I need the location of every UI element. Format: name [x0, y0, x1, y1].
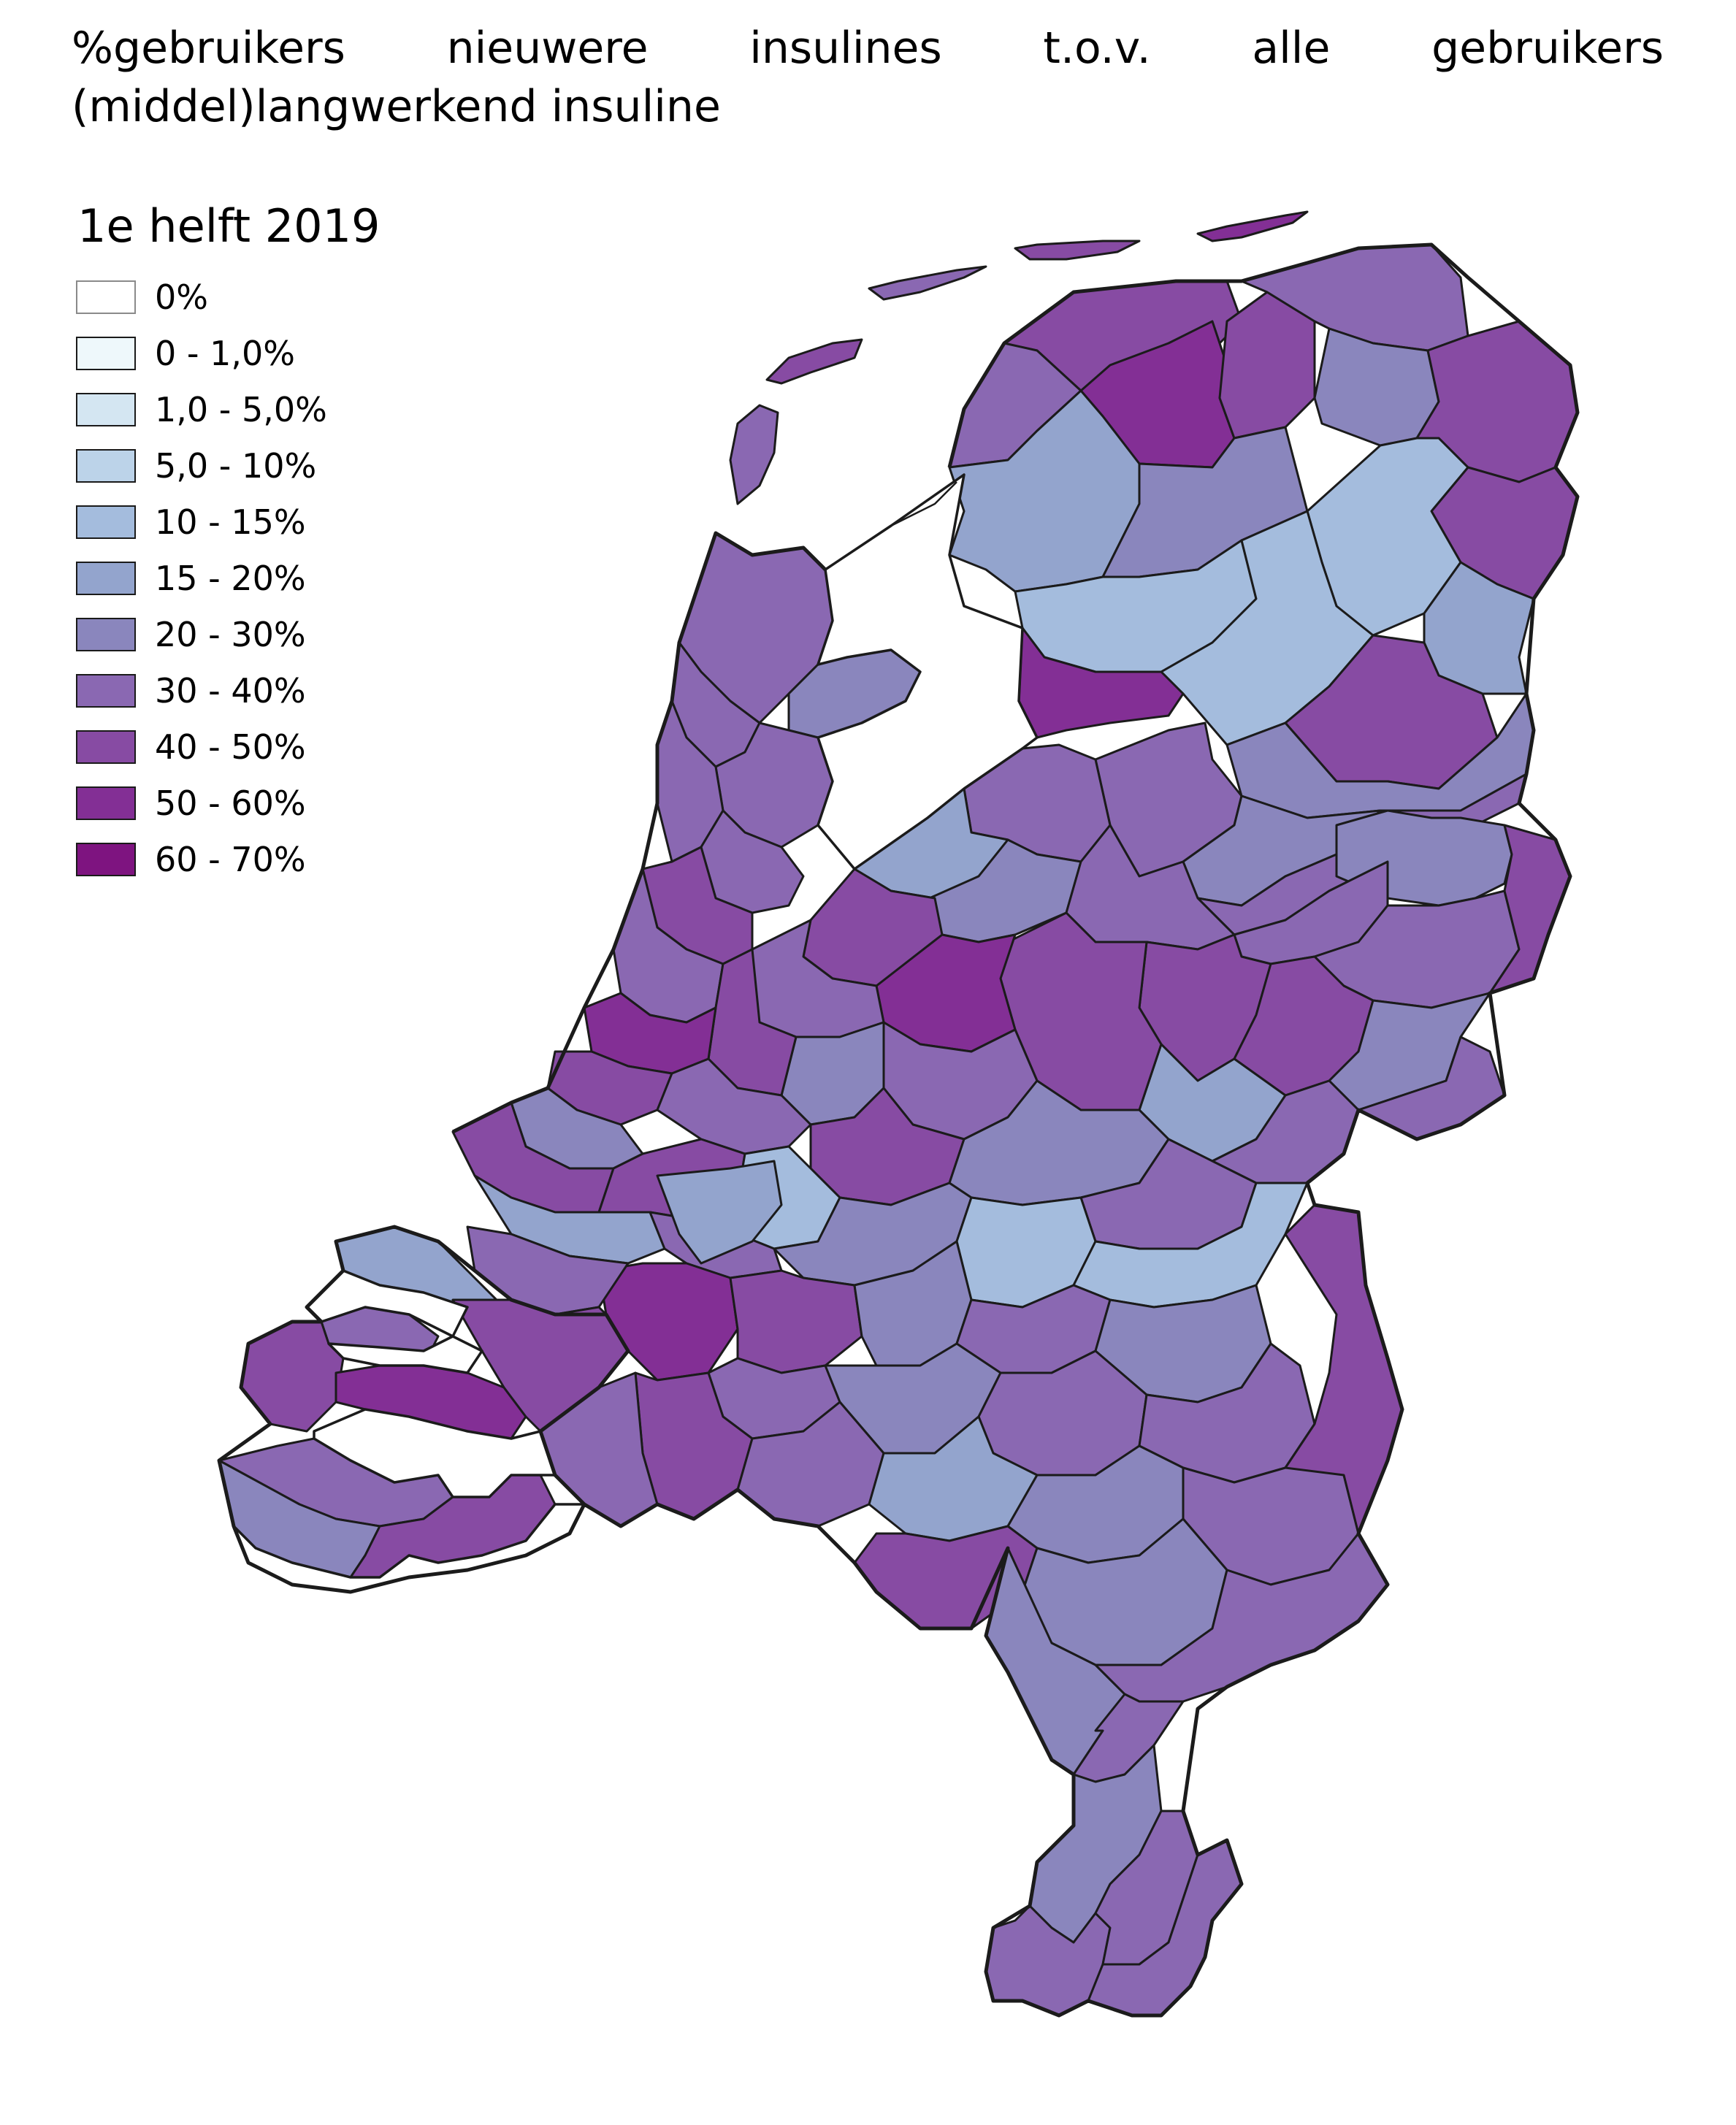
legend-swatch: [76, 618, 136, 651]
legend-label: 1,0 - 5,0%: [155, 390, 327, 429]
legend-item: 40 - 50%: [76, 727, 441, 767]
legend-swatch: [76, 449, 136, 483]
map-region: [729, 404, 779, 505]
legend-label: 40 - 50%: [155, 727, 306, 767]
map-region: [868, 265, 987, 301]
map-region: [1014, 240, 1141, 261]
map-region: [1423, 561, 1535, 695]
legend-label: 20 - 30%: [155, 615, 306, 654]
country-outline: [217, 242, 1580, 2018]
map-title: %gebruikers nieuwere insulines t.o.v. al…: [72, 23, 1664, 132]
map-regions: [218, 210, 1579, 2017]
legend-title: 1e helft 2019: [77, 199, 381, 253]
map-region: [729, 1269, 863, 1374]
legend-label: 30 - 40%: [155, 671, 306, 711]
legend-item: 0 - 1,0%: [76, 334, 441, 373]
map-region: [656, 1057, 812, 1155]
legend-label: 10 - 15%: [155, 502, 306, 542]
legend-label: 15 - 20%: [155, 559, 306, 598]
legend-item: 5,0 - 10%: [76, 446, 441, 486]
map-region: [765, 338, 863, 385]
legend-item: 10 - 15%: [76, 502, 441, 542]
country-outline: [451, 531, 827, 1134]
map-water: [232, 473, 1039, 1593]
zeeland-water: [313, 1408, 557, 1498]
legend-label: 0%: [155, 277, 208, 317]
legend-item: 1,0 - 5,0%: [76, 390, 441, 429]
legend-swatch: [76, 674, 136, 708]
legend-item: 0%: [76, 277, 441, 317]
legend-swatch: [76, 337, 136, 370]
legend-label: 5,0 - 10%: [155, 446, 317, 486]
province-border: [825, 481, 957, 571]
legend-swatch: [76, 393, 136, 426]
legend-item: 50 - 60%: [76, 784, 441, 823]
ijsselmeer-water: [817, 473, 1039, 870]
legend-item: 20 - 30%: [76, 615, 441, 654]
legend-label: 60 - 70%: [155, 840, 306, 879]
map-region: [656, 1160, 783, 1265]
legend-swatch: [76, 562, 136, 595]
legend-swatch: [76, 280, 136, 314]
legend-item: 60 - 70%: [76, 840, 441, 879]
legend-swatch: [76, 786, 136, 820]
legend-item: 30 - 40%: [76, 671, 441, 711]
legend-swatch: [76, 843, 136, 876]
legend-label: 0 - 1,0%: [155, 334, 295, 373]
legend-label: 50 - 60%: [155, 784, 306, 823]
legend-swatch: [76, 505, 136, 539]
legend-swatch: [76, 730, 136, 764]
zeeland-water: [327, 1335, 483, 1374]
legend-item: 15 - 20%: [76, 559, 441, 598]
map-region: [1196, 210, 1309, 242]
